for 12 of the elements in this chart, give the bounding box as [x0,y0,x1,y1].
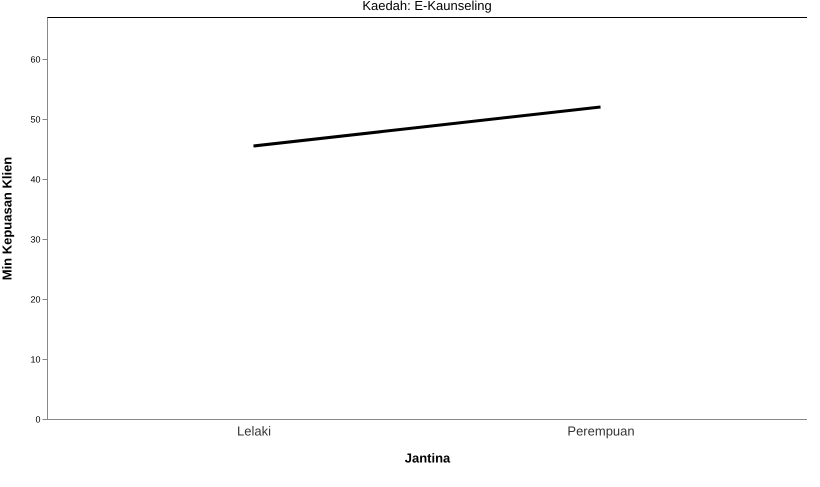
chart-title: Kaedah: E-Kaunseling [362,0,492,13]
y-tick-label: 10 [30,354,40,364]
y-tick-label: 20 [30,294,40,304]
y-axis-title: Min Kepuasan Klien [0,156,14,280]
y-tick-label: 50 [30,114,40,124]
x-tick-label: Perempuan [567,424,635,438]
y-tick-label: 30 [30,234,40,244]
y-tick-label: 60 [30,54,40,64]
y-tick-label: 0 [35,414,40,424]
x-tick-label: Lelaki [237,424,272,438]
y-tick-label: 40 [30,174,40,184]
x-axis-title: Jantina [404,450,452,466]
